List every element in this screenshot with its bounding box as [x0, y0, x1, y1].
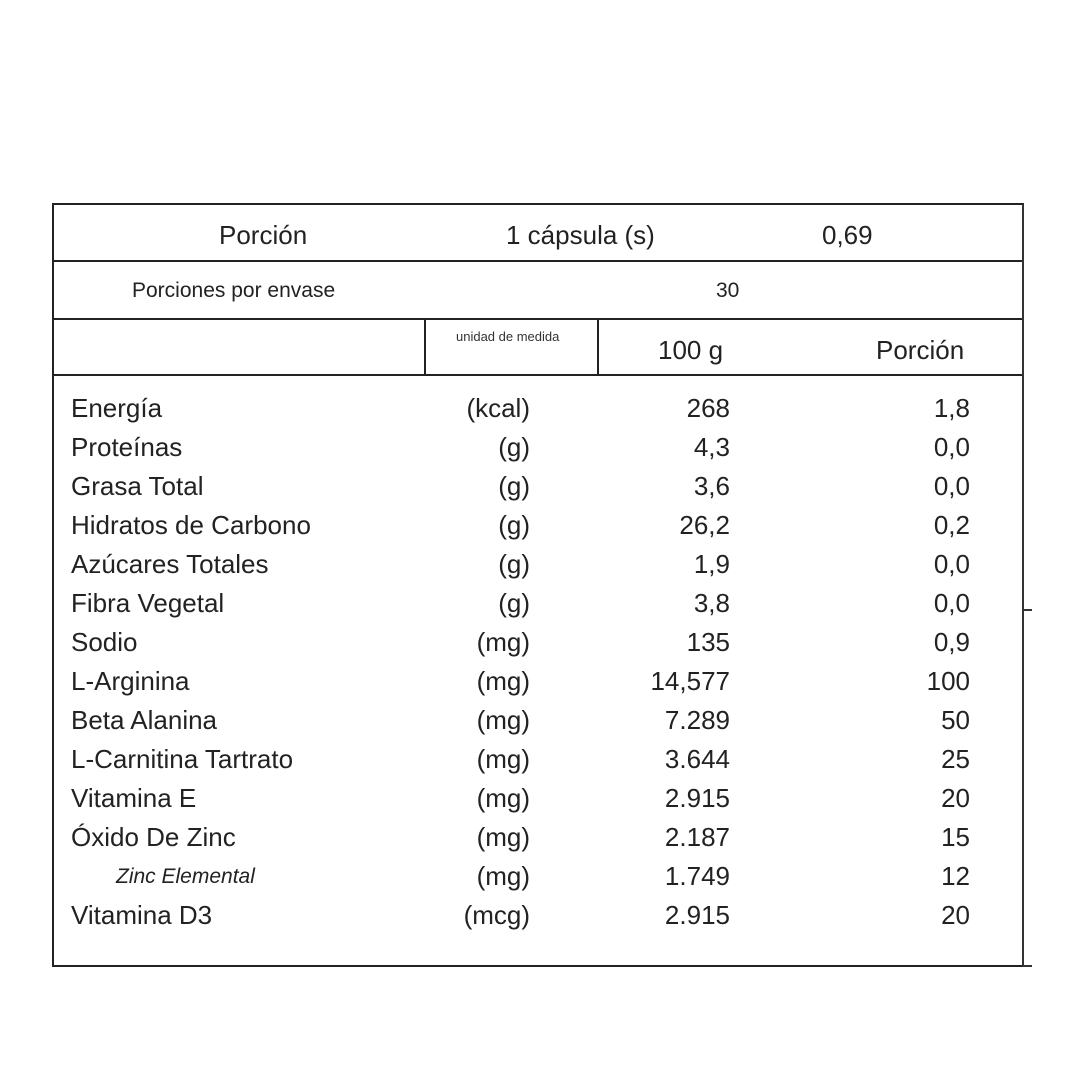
- table-row: Beta Alanina (mg) 7.289 50: [54, 701, 1022, 740]
- servings-value: 30: [716, 279, 740, 302]
- tick-mark: [1022, 609, 1032, 611]
- nutrient-name: Vitamina E: [71, 783, 197, 813]
- nutrient-name: L-Arginina: [71, 666, 190, 696]
- nutrient-name: Proteínas: [71, 432, 183, 462]
- per-100g-value: 3.644: [664, 744, 730, 774]
- per-100g-value: 135: [686, 627, 730, 657]
- nutrient-name: Grasa Total: [71, 471, 204, 501]
- per-portion-value: 1,8: [933, 393, 970, 423]
- per-100g-value: 2.915: [664, 900, 730, 930]
- nutrient-name: L-Carnitina Tartrato: [71, 744, 294, 774]
- nutrient-name: Vitamina D3: [71, 900, 213, 930]
- per-100g-value: 7.289: [664, 705, 730, 735]
- portion-column-header: Porción: [876, 335, 965, 365]
- per-portion-value: 0,2: [933, 510, 970, 540]
- divider: [597, 318, 599, 374]
- per-100g-value: 268: [686, 393, 730, 423]
- table-row: Hidratos de Carbono (g) 26,2 0,2: [54, 506, 1022, 545]
- table-row: Sodio (mg) 135 0,9: [54, 623, 1022, 662]
- per-100g-column-header: 100 g: [658, 335, 724, 365]
- table-row: Grasa Total (g) 3,6 0,0: [54, 467, 1022, 506]
- per-100g-value: 26,2: [679, 510, 730, 540]
- unit: (mg): [476, 627, 530, 657]
- per-portion-value: 20: [941, 900, 970, 930]
- per-portion-value: 100: [926, 666, 970, 696]
- unit: (mg): [476, 822, 530, 852]
- divider: [54, 260, 1022, 262]
- per-portion-value: 0,0: [933, 432, 970, 462]
- per-100g-value: 1.749: [664, 861, 730, 891]
- divider: [54, 318, 1022, 320]
- divider: [424, 318, 426, 374]
- nutrient-name: Zinc Elemental: [116, 865, 255, 888]
- nutrient-name: Fibra Vegetal: [71, 588, 225, 618]
- table-row: Azúcares Totales (g) 1,9 0,0: [54, 545, 1022, 584]
- nutrient-name: Óxido De Zinc: [71, 822, 236, 852]
- unit: (g): [498, 471, 530, 501]
- portion-label: Porción: [219, 220, 308, 250]
- table-row: Proteínas (g) 4,3 0,0: [54, 428, 1022, 467]
- per-portion-value: 25: [941, 744, 970, 774]
- per-100g-value: 14,577: [650, 666, 730, 696]
- per-portion-value: 50: [941, 705, 970, 735]
- nutrient-name: Azúcares Totales: [71, 549, 269, 579]
- nutrient-name: Hidratos de Carbono: [71, 510, 311, 540]
- nutrient-name: Beta Alanina: [71, 705, 218, 735]
- per-portion-value: 12: [941, 861, 970, 891]
- per-portion-value: 0,0: [933, 588, 970, 618]
- per-portion-value: 20: [941, 783, 970, 813]
- table-row: L-Carnitina Tartrato (mg) 3.644 25: [54, 740, 1022, 779]
- per-portion-value: 0,0: [933, 549, 970, 579]
- per-100g-value: 2.915: [664, 783, 730, 813]
- portion-weight: 0,69: [822, 220, 873, 250]
- tick-mark: [1022, 965, 1032, 967]
- unit: (g): [498, 588, 530, 618]
- servings-label: Porciones por envase: [132, 279, 336, 302]
- table-row: Óxido De Zinc (mg) 2.187 15: [54, 818, 1022, 857]
- unit: (g): [498, 510, 530, 540]
- per-100g-value: 3,6: [693, 471, 730, 501]
- unit: (kcal): [466, 393, 530, 423]
- portion-value: 1 cápsula (s): [506, 220, 655, 250]
- per-portion-value: 0,0: [933, 471, 970, 501]
- per-100g-value: 3,8: [693, 588, 730, 618]
- unit: (mg): [476, 783, 530, 813]
- nutrient-name: Energía: [71, 393, 163, 423]
- table-row: Zinc Elemental (mg) 1.749 12: [54, 857, 1022, 896]
- unit: (mg): [476, 861, 530, 891]
- unit: (mg): [476, 705, 530, 735]
- table-row: Fibra Vegetal (g) 3,8 0,0: [54, 584, 1022, 623]
- per-portion-value: 15: [941, 822, 970, 852]
- table-row: Energía (kcal) 268 1,8: [54, 389, 1022, 428]
- nutrient-name: Sodio: [71, 627, 138, 657]
- unit: (g): [498, 549, 530, 579]
- unit: (g): [498, 432, 530, 462]
- unit-column-header: unidad de medida: [456, 329, 560, 344]
- nutrition-table: Porción 1 cápsula (s) 0,69 Porciones por…: [52, 203, 1024, 967]
- table-row: Vitamina D3 (mcg) 2.915 20: [54, 896, 1022, 935]
- table-row: L-Arginina (mg) 14,577 100: [54, 662, 1022, 701]
- per-portion-value: 0,9: [933, 627, 970, 657]
- unit: (mg): [476, 744, 530, 774]
- per-100g-value: 2.187: [664, 822, 730, 852]
- divider: [54, 374, 1022, 376]
- unit: (mcg): [463, 900, 530, 930]
- unit: (mg): [476, 666, 530, 696]
- per-100g-value: 4,3: [693, 432, 730, 462]
- table-row: Vitamina E (mg) 2.915 20: [54, 779, 1022, 818]
- per-100g-value: 1,9: [693, 549, 730, 579]
